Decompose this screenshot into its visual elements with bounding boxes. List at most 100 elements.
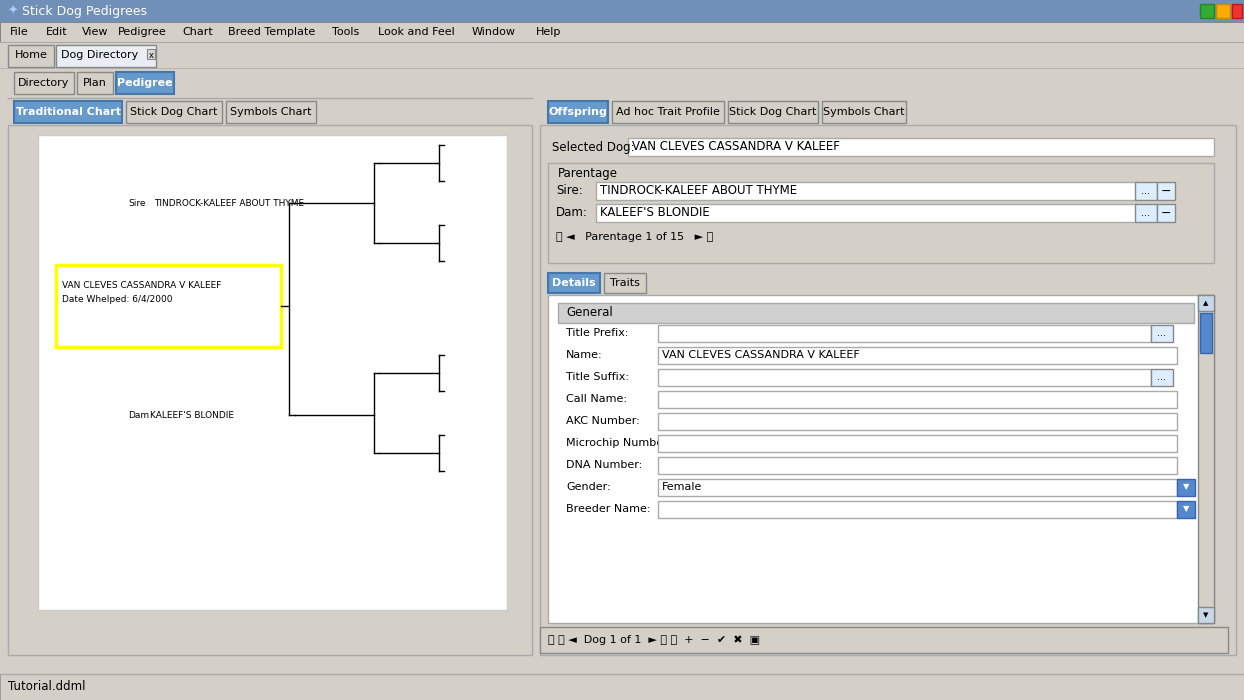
Text: ...: ... — [1142, 208, 1151, 218]
Text: −: − — [1161, 185, 1172, 197]
Bar — [1198, 295, 1214, 311]
Text: Gender:: Gender: — [566, 482, 611, 492]
Bar — [596, 204, 1137, 222]
Text: Dam: Dam — [128, 410, 149, 419]
Text: Help: Help — [536, 27, 561, 37]
Text: TINDROCK-KALEEF ABOUT THYME: TINDROCK-KALEEF ABOUT THYME — [600, 185, 797, 197]
Text: General: General — [566, 307, 613, 319]
Bar — [658, 457, 1177, 474]
Bar — [1200, 313, 1212, 353]
Bar — [147, 49, 156, 59]
Bar — [1198, 607, 1214, 623]
Text: Offspring: Offspring — [549, 107, 607, 117]
Bar — [1157, 204, 1176, 222]
Text: ▼: ▼ — [1183, 505, 1189, 514]
Text: DNA Number:: DNA Number: — [566, 460, 642, 470]
Text: Dam:: Dam: — [556, 206, 588, 220]
Text: ...: ... — [1142, 186, 1151, 196]
Bar — [116, 72, 174, 94]
Bar — [658, 325, 1151, 342]
Text: ▼: ▼ — [1183, 482, 1189, 491]
Bar — [1151, 325, 1173, 342]
Bar — [56, 45, 156, 67]
Text: Dog Directory: Dog Directory — [61, 50, 138, 60]
Text: ✦: ✦ — [7, 4, 19, 18]
Text: Chart: Chart — [182, 27, 213, 37]
Bar — [1157, 182, 1176, 200]
Text: File: File — [10, 27, 29, 37]
Text: Pedigree: Pedigree — [117, 78, 173, 88]
Bar — [126, 101, 221, 123]
Text: Edit: Edit — [46, 27, 67, 37]
Text: VAN CLEVES CASSANDRA V KALEEF: VAN CLEVES CASSANDRA V KALEEF — [632, 141, 840, 153]
Bar — [658, 479, 1177, 496]
Text: Window: Window — [471, 27, 516, 37]
Bar — [658, 413, 1177, 430]
Bar — [559, 303, 1194, 323]
Text: KALEEF'S BLONDIE: KALEEF'S BLONDIE — [151, 410, 234, 419]
Text: Symbols Chart: Symbols Chart — [230, 107, 312, 117]
Text: AKC Number:: AKC Number: — [566, 416, 639, 426]
Text: Ad hoc Trait Profile: Ad hoc Trait Profile — [616, 107, 720, 117]
Bar — [56, 265, 281, 347]
Text: x: x — [148, 50, 153, 60]
Bar — [1135, 182, 1157, 200]
Text: KALEEF'S BLONDIE: KALEEF'S BLONDIE — [600, 206, 710, 220]
Text: Details: Details — [552, 278, 596, 288]
Text: Stick Dog Pedigrees: Stick Dog Pedigrees — [22, 4, 147, 18]
Bar — [658, 501, 1177, 518]
Text: Title Suffix:: Title Suffix: — [566, 372, 629, 382]
Bar — [658, 435, 1177, 452]
Text: Tools: Tools — [332, 27, 360, 37]
Bar — [549, 163, 1214, 263]
Bar — [0, 22, 1244, 42]
Bar — [0, 674, 1244, 700]
Bar — [1215, 4, 1230, 18]
Text: VAN CLEVES CASSANDRA V KALEEF: VAN CLEVES CASSANDRA V KALEEF — [662, 350, 860, 360]
Text: Breeder Name:: Breeder Name: — [566, 504, 651, 514]
Text: Selected Dog:: Selected Dog: — [552, 141, 634, 153]
Bar — [14, 101, 122, 123]
Bar — [596, 182, 1137, 200]
Bar — [822, 101, 906, 123]
Bar — [658, 369, 1151, 386]
Text: Title Prefix:: Title Prefix: — [566, 328, 628, 338]
Text: Sire: Sire — [128, 199, 146, 207]
Text: Microchip Number:: Microchip Number: — [566, 438, 671, 448]
Bar — [549, 295, 1214, 623]
Bar — [549, 101, 608, 123]
Text: Traits: Traits — [610, 278, 639, 288]
Text: Female: Female — [662, 482, 703, 492]
Text: Plan: Plan — [83, 78, 107, 88]
Text: Call Name:: Call Name: — [566, 394, 627, 404]
Bar — [39, 135, 508, 610]
Bar — [658, 391, 1177, 408]
Bar — [1200, 4, 1214, 18]
Bar — [14, 72, 73, 94]
Text: Look and Feel: Look and Feel — [378, 27, 455, 37]
Text: Traditional Chart: Traditional Chart — [15, 107, 121, 117]
Bar — [7, 125, 532, 655]
Bar — [7, 45, 53, 67]
Bar — [0, 0, 1244, 22]
Bar — [0, 42, 1244, 68]
Text: Stick Dog Chart: Stick Dog Chart — [729, 107, 817, 117]
Text: Symbols Chart: Symbols Chart — [824, 107, 904, 117]
Bar — [77, 72, 113, 94]
Text: ▼: ▼ — [1203, 612, 1209, 618]
Text: View: View — [82, 27, 108, 37]
Bar — [540, 627, 1228, 653]
Bar — [1177, 479, 1195, 496]
Text: ⏮ ◄   Parentage 1 of 15   ► ⏭: ⏮ ◄ Parentage 1 of 15 ► ⏭ — [556, 232, 713, 242]
Text: Stick Dog Chart: Stick Dog Chart — [131, 107, 218, 117]
Text: ▲: ▲ — [1203, 300, 1209, 306]
Text: Breed Template: Breed Template — [228, 27, 315, 37]
Text: Date Whelped: 6/4/2000: Date Whelped: 6/4/2000 — [62, 295, 173, 304]
Text: TINDROCK-KALEEF ABOUT THYME: TINDROCK-KALEEF ABOUT THYME — [154, 199, 304, 207]
Bar — [540, 125, 1237, 655]
Text: ⏮ ⏪ ◄  Dog 1 of 1  ► ⏩ ⏭  +  −  ✔  ✖  ▣: ⏮ ⏪ ◄ Dog 1 of 1 ► ⏩ ⏭ + − ✔ ✖ ▣ — [549, 635, 760, 645]
Bar — [1151, 369, 1173, 386]
Text: Home: Home — [15, 50, 47, 60]
Bar — [1135, 204, 1157, 222]
Bar — [1177, 501, 1195, 518]
